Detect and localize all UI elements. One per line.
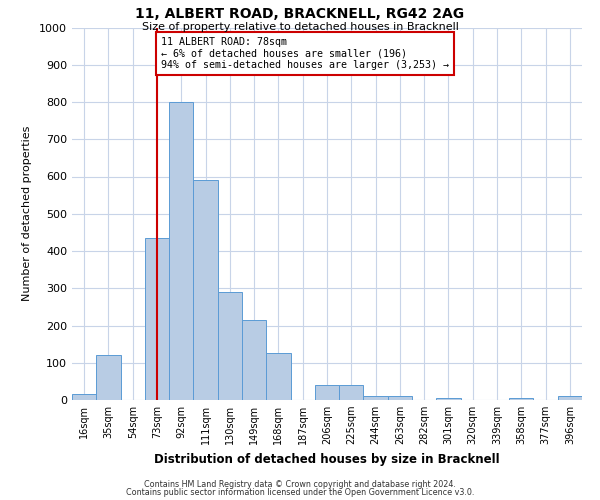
Text: Contains HM Land Registry data © Crown copyright and database right 2024.: Contains HM Land Registry data © Crown c…	[144, 480, 456, 489]
Bar	[193, 180, 218, 400]
Bar	[72, 394, 96, 400]
Bar	[218, 292, 242, 400]
Bar	[315, 385, 339, 400]
Text: Contains public sector information licensed under the Open Government Licence v3: Contains public sector information licen…	[126, 488, 474, 497]
Text: Size of property relative to detached houses in Bracknell: Size of property relative to detached ho…	[142, 22, 458, 32]
Bar	[339, 385, 364, 400]
Bar	[145, 238, 169, 400]
Y-axis label: Number of detached properties: Number of detached properties	[22, 126, 32, 302]
Bar	[436, 398, 461, 400]
Bar	[388, 396, 412, 400]
Bar	[96, 356, 121, 400]
Text: 11 ALBERT ROAD: 78sqm
← 6% of detached houses are smaller (196)
94% of semi-deta: 11 ALBERT ROAD: 78sqm ← 6% of detached h…	[161, 37, 449, 70]
X-axis label: Distribution of detached houses by size in Bracknell: Distribution of detached houses by size …	[154, 452, 500, 466]
Bar	[266, 354, 290, 400]
Bar	[169, 102, 193, 400]
Bar	[509, 398, 533, 400]
Bar	[558, 396, 582, 400]
Bar	[242, 320, 266, 400]
Bar	[364, 396, 388, 400]
Text: 11, ALBERT ROAD, BRACKNELL, RG42 2AG: 11, ALBERT ROAD, BRACKNELL, RG42 2AG	[136, 8, 464, 22]
